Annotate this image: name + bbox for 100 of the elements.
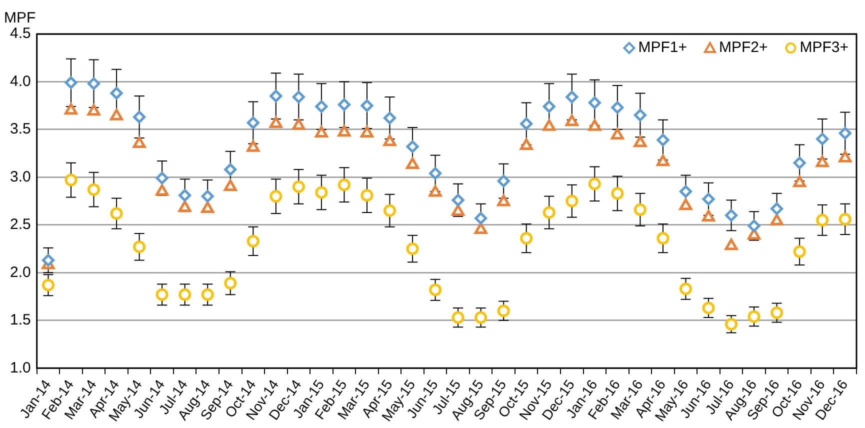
point — [384, 204, 396, 217]
point — [542, 100, 556, 113]
point — [542, 119, 556, 131]
point — [679, 282, 692, 296]
point — [406, 140, 419, 153]
point — [793, 176, 806, 188]
point — [679, 185, 692, 198]
point — [610, 128, 624, 140]
point — [497, 174, 510, 188]
y-tick-label: 1.0 — [10, 359, 31, 376]
point — [452, 194, 464, 206]
point — [770, 202, 784, 215]
point — [725, 318, 738, 330]
point — [110, 108, 123, 120]
point — [474, 311, 488, 324]
point — [406, 158, 419, 170]
point — [748, 220, 760, 232]
point — [224, 276, 237, 290]
point — [656, 232, 670, 245]
point — [770, 214, 784, 226]
point — [611, 187, 624, 200]
point — [178, 189, 192, 202]
point — [87, 104, 100, 116]
point — [156, 172, 168, 184]
point — [383, 134, 396, 146]
point — [793, 245, 806, 258]
point — [838, 212, 852, 226]
point — [201, 201, 214, 213]
legend-label: MPF2+ — [718, 39, 768, 56]
point — [656, 154, 670, 166]
point — [793, 156, 806, 170]
y-tick-label: 1.5 — [10, 312, 31, 329]
point — [452, 204, 465, 216]
point — [315, 100, 328, 113]
point — [269, 116, 282, 128]
legend-label: MPF3+ — [800, 39, 849, 56]
point — [542, 206, 556, 219]
point — [201, 288, 214, 301]
point — [292, 118, 306, 130]
point — [724, 238, 738, 250]
point — [565, 114, 578, 126]
point — [702, 210, 715, 222]
point — [315, 126, 328, 138]
point — [246, 234, 260, 248]
point — [338, 98, 350, 111]
point — [634, 203, 646, 216]
point — [816, 214, 829, 226]
point — [42, 254, 54, 266]
point — [224, 179, 237, 191]
point — [133, 110, 146, 124]
point — [611, 101, 624, 114]
point — [360, 126, 374, 138]
point — [702, 302, 715, 314]
point — [656, 134, 670, 146]
point — [406, 242, 419, 256]
legend-label: MPF1+ — [638, 39, 688, 56]
point — [725, 209, 738, 222]
point — [88, 77, 100, 90]
point — [64, 103, 78, 115]
point — [702, 192, 715, 206]
point — [566, 194, 578, 208]
point — [338, 178, 350, 192]
point — [156, 184, 169, 196]
point — [88, 183, 100, 196]
point — [588, 119, 602, 131]
y-tick-label: 4.5 — [10, 25, 31, 42]
point — [679, 198, 692, 210]
y-tick-label: 2.0 — [10, 264, 31, 281]
point — [520, 117, 533, 130]
point — [748, 310, 760, 323]
point — [133, 240, 146, 254]
point — [270, 190, 282, 203]
point — [816, 156, 829, 168]
point — [588, 96, 601, 109]
point — [770, 306, 784, 320]
point — [156, 288, 168, 301]
point — [292, 90, 305, 104]
point — [201, 190, 214, 203]
point — [384, 112, 396, 124]
y-tick-label: 4.0 — [10, 72, 31, 90]
point — [474, 212, 488, 224]
point — [246, 140, 260, 152]
point — [360, 189, 374, 202]
point — [360, 99, 374, 112]
y-axis-title: MPF — [4, 10, 36, 27]
point — [64, 76, 78, 89]
point — [838, 150, 852, 162]
point — [315, 186, 328, 199]
point — [520, 232, 533, 245]
point — [110, 207, 123, 220]
point — [588, 178, 601, 190]
y-tick-label: 3.5 — [10, 120, 31, 138]
point — [42, 278, 54, 292]
point — [64, 174, 78, 186]
point — [497, 304, 510, 318]
point — [338, 125, 351, 137]
y-tick-label: 3.0 — [10, 168, 31, 186]
point — [474, 222, 488, 234]
point — [497, 194, 510, 206]
point — [452, 311, 464, 324]
